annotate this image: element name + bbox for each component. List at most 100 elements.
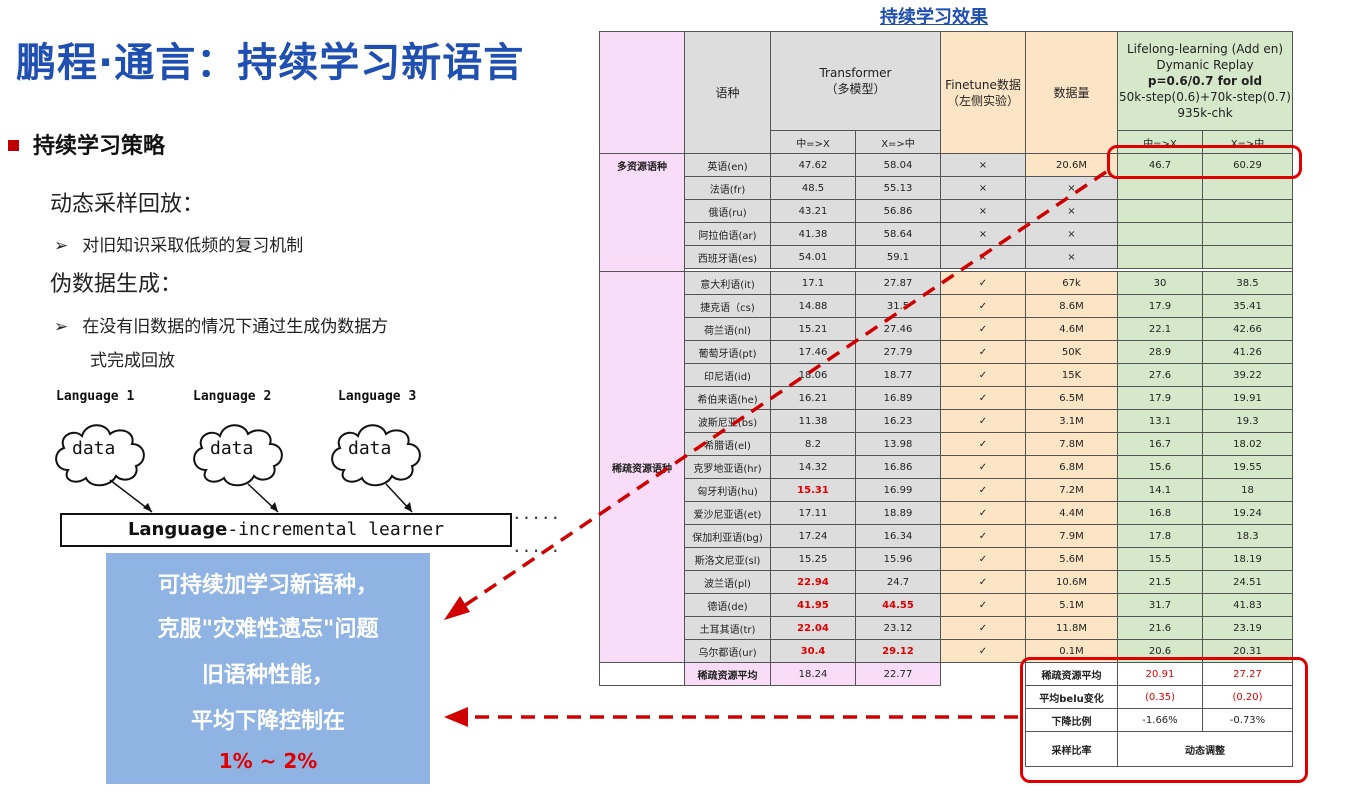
avg-empty	[940, 662, 1026, 686]
header-ll-line4: 50k-step(0.6)+70k-step(0.7)	[1119, 90, 1291, 104]
row-lang: 保加利亚语(bg)	[684, 524, 771, 548]
cell-t-zx: 54.01	[770, 245, 856, 269]
cell-ll-xz: 60.29	[1202, 153, 1293, 177]
cell-t-xz: 58.64	[855, 222, 941, 246]
cell-t-xz: 59.1	[855, 245, 941, 269]
header-datasize: 数据量	[1025, 31, 1118, 154]
row-lang: 荷兰语(nl)	[684, 317, 771, 341]
summary-label-0: 稀疏资源平均	[1025, 662, 1118, 686]
cell-t-xz: 16.89	[855, 386, 941, 410]
header-transformer-line2: （多模型）	[825, 82, 886, 96]
row-lang: 英语(en)	[684, 153, 771, 177]
table-row: 斯洛文尼亚(sl) 15.25 15.96 ✓ 5.6M 15.5 18.19	[600, 547, 1293, 571]
section-heading-text: 持续学习策略	[33, 134, 166, 159]
cell-t-zx: 15.25	[770, 547, 856, 571]
cell-size: 4.4M	[1025, 501, 1118, 525]
cell-ll-xz: 41.83	[1202, 593, 1293, 617]
table-row: 保加利亚语(bg) 17.24 16.34 ✓ 7.9M 17.8 18.3	[600, 524, 1293, 548]
cell-t-xz: 15.96	[855, 547, 941, 571]
cell-t-zx: 22.94	[770, 570, 856, 594]
row-lang: 爱沙尼亚语(et)	[684, 501, 771, 525]
cell-size: 67k	[1025, 271, 1118, 295]
cell-t-zx: 43.21	[770, 199, 856, 223]
cell-size: 11.8M	[1025, 616, 1118, 640]
red-square-bullet-icon	[8, 139, 19, 151]
group-label-rich: 多资源语种	[599, 153, 685, 272]
table-row: 西班牙语(es) 54.01 59.1 × ×	[600, 245, 1293, 269]
cell-ll-xz: 41.26	[1202, 340, 1293, 364]
row-lang: 波斯尼亚(bs)	[684, 409, 771, 433]
language-3-label: Language 3	[338, 389, 417, 404]
table-row: 捷克语（cs) 14.88 31.5 ✓ 8.6M 17.9 35.41	[600, 294, 1293, 318]
cell-ll-xz: 18.3	[1202, 524, 1293, 548]
cell-t-xz: 18.77	[855, 363, 941, 387]
cell-ll-xz: 18	[1202, 478, 1293, 502]
low-resource-body: 稀疏资源语种 意大利语(it) 17.1 27.87 ✓ 67k 30 38.5 捷克语（cs)…	[599, 271, 1293, 663]
row-lang: 乌尔都语(ur)	[684, 639, 771, 663]
header-ll-line1: Lifelong-learning (Add en)	[1126, 42, 1284, 56]
cell-t-xz: 31.5	[855, 294, 941, 318]
table-row: 土耳其语(tr) 22.04 23.12 ✓ 11.8M 21.6 23.19	[600, 616, 1293, 640]
learner-word: Language	[127, 519, 228, 540]
cell-size: ×	[1025, 245, 1118, 269]
highlight-box-en	[1107, 145, 1302, 179]
cell-ft: ✓	[940, 455, 1026, 479]
cell-t-zx: 41.95	[770, 593, 856, 617]
cell-ll-zx: 15.6	[1117, 455, 1203, 479]
summary-row: 平均belu变化 (0.35) (0.20)	[600, 685, 1293, 709]
cell-t-zx: 17.11	[770, 501, 856, 525]
cell-t-xz: 58.04	[855, 153, 941, 177]
cell-t-xz: 55.13	[855, 176, 941, 200]
summary-row: 下降比例 -1.66% -0.73%	[600, 708, 1293, 732]
table-row: 多资源语种 英语(en) 47.62 58.04 × 20.6M 46.7 60…	[599, 153, 1293, 272]
table-row: 爱沙尼亚语(et) 17.11 18.89 ✓ 4.4M 16.8 19.24	[600, 501, 1293, 525]
header-ll-line2: Dymanic Replay	[1156, 58, 1254, 72]
group-label-low: 稀疏资源语种	[599, 271, 685, 663]
avg-label: 稀疏资源平均	[684, 662, 771, 686]
row-lang: 斯洛文尼亚(sl)	[684, 547, 771, 571]
learner-label: Language-incremental learner	[60, 519, 512, 540]
cell-ft: ✓	[940, 478, 1026, 502]
header-ll-line3: p=0.6/0.7 for old	[1147, 74, 1263, 88]
arrowhead-upper	[444, 596, 470, 620]
cell-ll-zx: 27.6	[1117, 363, 1203, 387]
callout-line-3: 旧语种性能，	[201, 663, 334, 688]
row-lang: 希腊语(el)	[684, 432, 771, 456]
cell-t-xz: 16.23	[855, 409, 941, 433]
header-transformer-line1: Transformer	[819, 66, 892, 80]
cell-ll-xz	[1202, 199, 1293, 223]
cell-size: 10.6M	[1025, 570, 1118, 594]
cell-ft: ✓	[940, 271, 1026, 295]
cell-ll-zx: 46.7	[1117, 153, 1203, 177]
table-subheader-row: 中=>X X=>中 中=>X X=>中	[600, 130, 1293, 154]
arrowheads	[143, 502, 412, 512]
strategy2-bullet-text: 在没有旧数据的情况下通过生成伪数据方	[82, 317, 389, 337]
cell-ft: ✓	[940, 386, 1026, 410]
dots-upper: .....	[512, 504, 561, 523]
header-ll-line5: 935k-chk	[1177, 106, 1233, 120]
cell-ll-xz: 23.19	[1202, 616, 1293, 640]
cloud-icon-1	[55, 424, 145, 487]
cell-ll-zx: 22.1	[1117, 317, 1203, 341]
cloud-icon-3	[331, 424, 421, 487]
strategy2-bullet: ➢ 在没有旧数据的情况下通过生成伪数据方	[54, 312, 388, 337]
header-finetune: Finetune数据 （左侧实验）	[940, 31, 1026, 154]
strategy1-bullet-text: 对旧知识采取低频的复习机制	[82, 236, 304, 256]
learner-rest: -incremental learner	[227, 519, 445, 540]
cell-ll-zx: 17.9	[1117, 294, 1203, 318]
cell-size: 50K	[1025, 340, 1118, 364]
strategy2-title: 伪数据生成：	[50, 272, 183, 297]
table-row: 稀疏资源语种 意大利语(it) 17.1 27.87 ✓ 67k 30 38.5	[599, 271, 1293, 663]
callout-line-1: 可持续加学习新语种，	[157, 573, 378, 598]
table-row: 克罗地亚语(hr) 14.32 16.86 ✓ 6.8M 15.6 19.55	[600, 455, 1293, 479]
highlight-box-summary	[1020, 657, 1308, 783]
cell-size: 6.8M	[1025, 455, 1118, 479]
callout-line-5: 1% ~ 2%	[218, 749, 318, 773]
cell-ll-xz: 19.3	[1202, 409, 1293, 433]
dashed-arrow-upper	[457, 170, 1107, 612]
cell-ll-xz	[1202, 245, 1293, 269]
cell-t-xz: 16.86	[855, 455, 941, 479]
arrow-bullet-icon: ➢	[54, 236, 69, 256]
dots-lower: .....	[512, 537, 561, 556]
